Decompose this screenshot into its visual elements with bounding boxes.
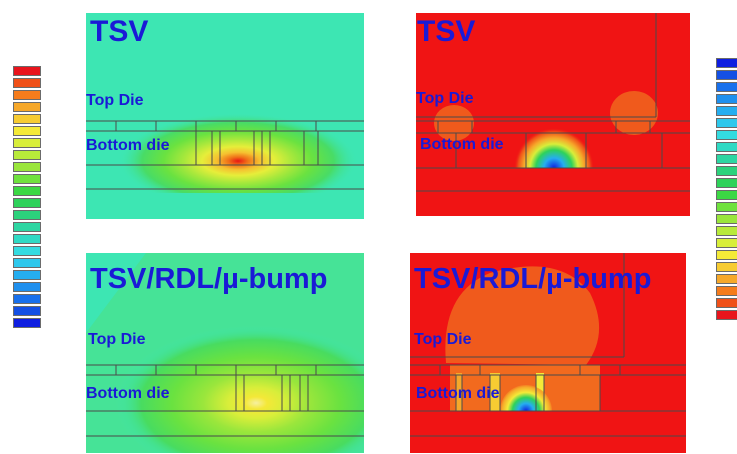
color-swatch: [13, 270, 41, 280]
color-swatch: [13, 114, 41, 124]
contour-plot-tsv-rdl-ubump-bottom-right: [410, 253, 686, 453]
top-die-label: Top Die: [88, 331, 146, 348]
color-swatch: [716, 286, 737, 296]
color-swatch: [13, 90, 41, 100]
color-swatch: [716, 118, 737, 128]
color-legend-left: [13, 66, 41, 328]
color-swatch: [716, 58, 737, 68]
contour-plot-tsv-top-right: [416, 13, 690, 216]
panel-title: TSV/RDL/µ-bump: [414, 263, 652, 295]
color-swatch: [13, 234, 41, 244]
color-swatch: [716, 238, 737, 248]
color-swatch: [716, 106, 737, 116]
color-swatch: [716, 310, 737, 320]
top-die-label: Top Die: [416, 90, 474, 107]
top-die-label: Top Die: [86, 92, 144, 109]
panel-tsv-rdl-ubump-bottom-left: TSV/RDL/µ-bump Top Die Bottom die: [86, 253, 364, 453]
color-legend-right: [716, 58, 737, 320]
contour-plot-tsv-rdl-ubump-bottom-left: [86, 253, 364, 453]
color-swatch: [13, 318, 41, 328]
color-swatch: [716, 190, 737, 200]
color-swatch: [716, 226, 737, 236]
color-swatch: [13, 66, 41, 76]
color-swatch: [13, 306, 41, 316]
bottom-die-label: Bottom die: [86, 137, 170, 154]
color-swatch: [716, 250, 737, 260]
color-swatch: [716, 70, 737, 80]
color-swatch: [716, 178, 737, 188]
color-swatch: [13, 294, 41, 304]
color-swatch: [13, 282, 41, 292]
color-swatch: [13, 126, 41, 136]
color-swatch: [13, 198, 41, 208]
color-swatch: [716, 214, 737, 224]
top-die-label: Top Die: [414, 331, 472, 348]
panel-title: TSV: [417, 15, 476, 48]
color-swatch: [13, 174, 41, 184]
color-swatch: [716, 142, 737, 152]
color-swatch: [13, 78, 41, 88]
color-swatch: [13, 210, 41, 220]
color-swatch: [13, 222, 41, 232]
color-swatch: [716, 298, 737, 308]
color-swatch: [13, 186, 41, 196]
color-swatch: [716, 94, 737, 104]
color-swatch: [13, 162, 41, 172]
panel-tsv-top-left: TSV Top Die Bottom die: [86, 13, 364, 219]
color-swatch: [13, 102, 41, 112]
bottom-die-label: Bottom die: [416, 385, 500, 402]
color-swatch: [716, 262, 737, 272]
bottom-die-label: Bottom die: [420, 136, 504, 153]
color-swatch: [716, 202, 737, 212]
color-swatch: [13, 150, 41, 160]
color-swatch: [13, 138, 41, 148]
color-swatch: [13, 258, 41, 268]
panel-tsv-top-right: TSV Top Die Bottom die: [416, 13, 690, 216]
panel-title: TSV/RDL/µ-bump: [90, 263, 328, 295]
color-swatch: [716, 274, 737, 284]
color-swatch: [716, 154, 737, 164]
bottom-die-label: Bottom die: [86, 385, 170, 402]
color-swatch: [716, 82, 737, 92]
panel-tsv-rdl-ubump-bottom-right: TSV/RDL/µ-bump Top Die Bottom die: [410, 253, 686, 453]
panel-title: TSV: [90, 15, 149, 48]
contour-plot-tsv-top-left: [86, 13, 364, 219]
color-swatch: [716, 166, 737, 176]
color-swatch: [716, 130, 737, 140]
color-swatch: [13, 246, 41, 256]
